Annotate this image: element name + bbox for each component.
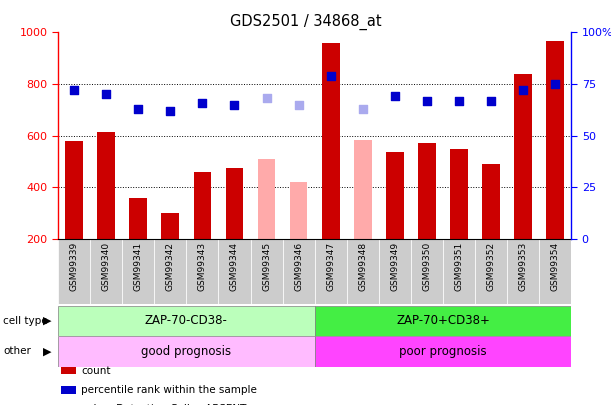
Bar	[58, 336, 315, 367]
Bar	[475, 239, 507, 304]
Bar	[90, 239, 122, 304]
Bar	[315, 306, 571, 336]
Point	[326, 72, 335, 79]
Bar	[251, 239, 283, 304]
Text: count: count	[81, 366, 111, 375]
Bar	[322, 43, 340, 239]
Bar	[443, 239, 475, 304]
Bar	[379, 239, 411, 304]
Point	[262, 95, 271, 102]
Text: GSM99353: GSM99353	[519, 242, 528, 292]
Bar	[225, 168, 243, 239]
Bar	[65, 141, 83, 239]
Text: GDS2501 / 34868_at: GDS2501 / 34868_at	[230, 14, 381, 30]
Point	[422, 97, 432, 104]
Point	[390, 93, 400, 100]
Bar	[540, 239, 571, 304]
Point	[69, 87, 79, 94]
Bar	[283, 239, 315, 304]
Point	[294, 102, 304, 108]
Bar	[507, 239, 540, 304]
Bar	[347, 239, 379, 304]
Text: GSM99352: GSM99352	[486, 242, 496, 291]
Text: GSM99346: GSM99346	[294, 242, 303, 291]
Bar	[130, 198, 147, 239]
Point	[230, 102, 240, 108]
Bar	[161, 213, 179, 239]
Bar	[546, 41, 564, 239]
Text: GSM99343: GSM99343	[198, 242, 207, 291]
Text: GSM99339: GSM99339	[70, 242, 79, 292]
Text: GSM99341: GSM99341	[134, 242, 143, 291]
Bar	[290, 182, 307, 239]
Bar	[186, 239, 219, 304]
Bar	[258, 159, 276, 239]
Point	[518, 87, 528, 94]
Text: GSM99344: GSM99344	[230, 242, 239, 291]
Bar	[482, 164, 500, 239]
Bar	[58, 239, 90, 304]
Bar	[418, 143, 436, 239]
Bar	[411, 239, 443, 304]
Point	[166, 108, 175, 114]
Text: ZAP-70+CD38+: ZAP-70+CD38+	[396, 314, 490, 328]
Text: GSM99340: GSM99340	[101, 242, 111, 291]
Text: other: other	[3, 346, 31, 356]
Point	[454, 97, 464, 104]
Text: ▶: ▶	[43, 316, 52, 326]
Bar	[122, 239, 155, 304]
Point	[358, 106, 368, 112]
Text: percentile rank within the sample: percentile rank within the sample	[81, 385, 257, 395]
Bar	[97, 132, 115, 239]
Bar	[386, 152, 404, 239]
Point	[197, 99, 207, 106]
Text: GSM99351: GSM99351	[455, 242, 464, 292]
Text: poor prognosis: poor prognosis	[399, 345, 487, 358]
Text: GSM99350: GSM99350	[422, 242, 431, 292]
Text: GSM99345: GSM99345	[262, 242, 271, 291]
Point	[133, 106, 143, 112]
Text: GSM99347: GSM99347	[326, 242, 335, 291]
Bar	[450, 149, 468, 239]
Text: GSM99342: GSM99342	[166, 242, 175, 291]
Bar	[194, 172, 211, 239]
Point	[486, 97, 496, 104]
Text: cell type: cell type	[3, 316, 48, 326]
Text: GSM99354: GSM99354	[551, 242, 560, 291]
Bar	[58, 306, 315, 336]
Text: GSM99349: GSM99349	[390, 242, 400, 291]
Bar	[155, 239, 186, 304]
Bar	[315, 336, 571, 367]
Point	[551, 81, 560, 87]
Text: ZAP-70-CD38-: ZAP-70-CD38-	[145, 314, 228, 328]
Bar	[315, 239, 347, 304]
Text: ▶: ▶	[43, 346, 52, 356]
Text: good prognosis: good prognosis	[141, 345, 232, 358]
Bar	[514, 74, 532, 239]
Bar	[354, 140, 371, 239]
Bar	[219, 239, 251, 304]
Text: GSM99348: GSM99348	[358, 242, 367, 291]
Point	[101, 91, 111, 98]
